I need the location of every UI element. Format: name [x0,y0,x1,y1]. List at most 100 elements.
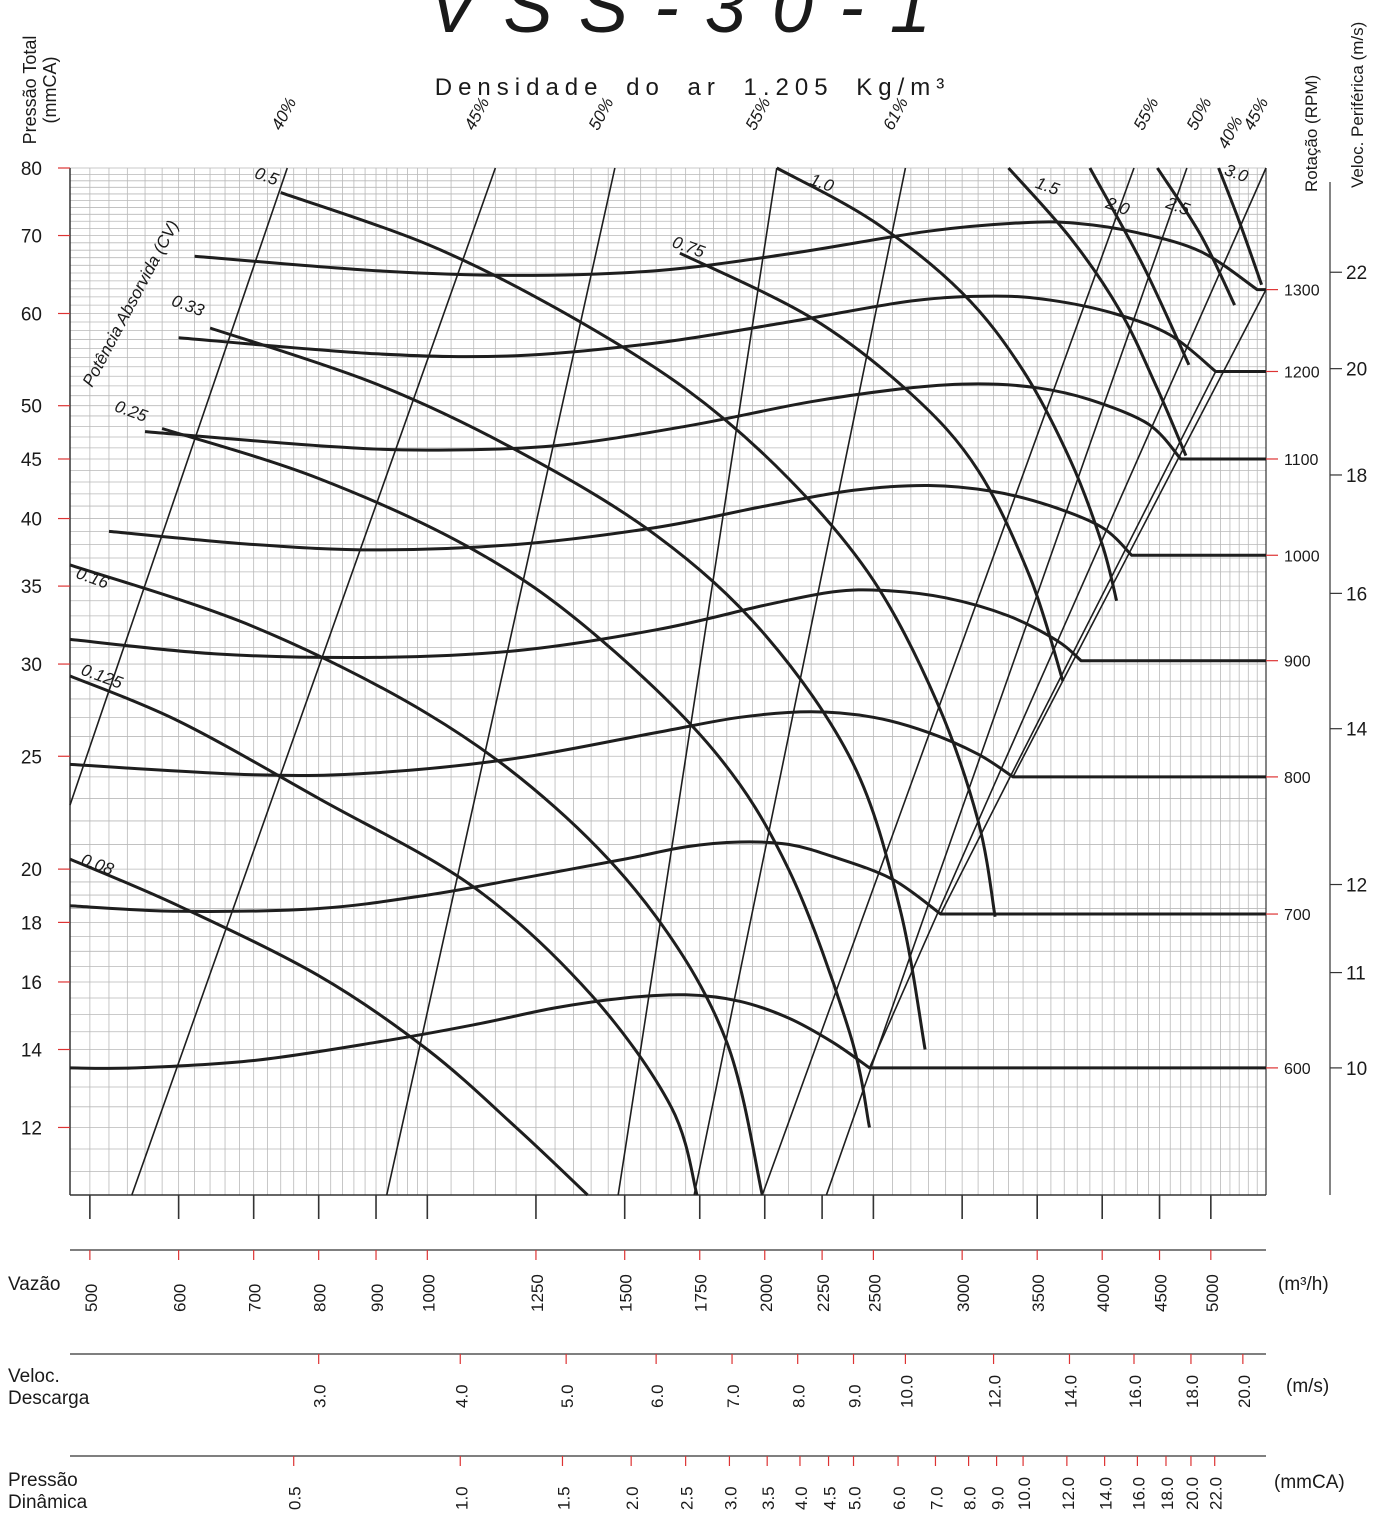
y-tick-label: 18 [21,913,42,934]
dinamica-tick-label: 8.0 [961,1486,980,1510]
periph-tick-label: 16 [1346,584,1367,605]
dinamica-tick-label: 12.0 [1059,1477,1078,1510]
vazao-tick-label: 1250 [528,1274,547,1312]
vazao-tick-label: 3500 [1029,1274,1048,1312]
dinamica-label: Pressão Dinâmica [8,1470,88,1513]
dinamica-tick-label: 3.5 [759,1486,778,1510]
vazao-tick-label: 2500 [865,1274,884,1312]
rotation-curve-600 [69,993,1266,1070]
vazao-tick-label: 500 [82,1284,101,1312]
dinamica-tick-label: 4.5 [821,1486,840,1510]
power-curve-0.16 [69,563,764,1196]
periph-tick-label: 10 [1346,1059,1367,1080]
rpm-tick-label: 1200 [1284,364,1320,381]
efficiency-line-50% [939,371,1217,915]
efficiency-label: 50% [585,94,618,133]
power-curve-1.5 [1007,167,1188,457]
power-curve-0.08 [69,857,589,1197]
descarga-label: Veloc. Descarga [8,1366,90,1409]
vazao-tick-label: 4000 [1094,1274,1113,1312]
periph-tick-label: 12 [1346,876,1367,897]
y-tick-label: 45 [21,450,42,471]
periph-tick-label: 11 [1346,964,1366,985]
descarga-tick-label: 8.0 [790,1384,809,1408]
efficiency-line-61% [693,167,907,1196]
periph-tick-label: 18 [1346,466,1367,487]
rotation-curves [69,220,1266,1070]
dinamica-tick-label: 1.0 [452,1486,471,1510]
rotation-curve-1100 [144,382,1266,461]
dinamica-unit: (mmCA) [1274,1472,1345,1493]
rotation-curve-1000 [108,483,1266,557]
power-label: 0.33 [169,291,207,320]
rpm-tick-label: 1000 [1284,548,1320,565]
descarga-tick-label: 5.0 [558,1384,577,1408]
descarga-tick-label: 20.0 [1235,1375,1254,1408]
efficiency-line-45% [1012,289,1267,778]
dinamica-tick-label: 7.0 [927,1486,946,1510]
vazao-tick-label: 3000 [954,1274,973,1312]
efficiency-line-50% [385,167,616,1196]
efficiency-label: 40% [267,94,300,133]
vazao-tick-label: 2000 [757,1274,776,1312]
descarga-tick-label: 6.0 [648,1384,667,1408]
descarga-unit: (m/s) [1286,1376,1330,1397]
y-tick-label: 16 [21,973,42,994]
efficiency-label: 61% [879,94,912,133]
dinamica-tick-label: 3.0 [721,1486,740,1510]
efficiency-line-55% [617,167,778,1196]
y-tick-label: 25 [21,747,42,768]
periph-tick-label: 22 [1346,263,1367,284]
descarga-tick-label: 10.0 [897,1375,916,1408]
vazao-tick-label: 4500 [1152,1274,1171,1312]
power-label: 0.5 [252,163,281,189]
rotation-curve-800 [69,710,1266,779]
power-curves [69,166,1264,1197]
vazao-tick-label: 800 [311,1284,330,1312]
vazao-tick-label: 5000 [1203,1274,1222,1312]
efficiency-label: 45% [460,94,493,133]
power-curve-2.0 [1088,167,1191,366]
periph-tick-label: 20 [1346,360,1367,381]
efficiency-label: 50% [1183,94,1216,133]
efficiency-line-40% [868,167,1267,1069]
dinamica-tick-label: 22.0 [1207,1477,1226,1510]
dinamica-tick-label: 0.5 [286,1486,305,1510]
dinamica-tick-label: 14.0 [1097,1477,1116,1510]
dinamica-tick-label: 9.0 [989,1486,1008,1510]
y-tick-label: 30 [21,655,42,676]
y-tick-label: 14 [21,1041,43,1062]
rotation-curve-1200 [178,294,1266,373]
rotation-curve-900 [69,588,1266,663]
vazao-tick-label: 1750 [692,1274,711,1312]
vazao-unit: (m³/h) [1278,1274,1329,1295]
power-curve-3.0 [1217,167,1264,286]
rotation-curve-1300 [194,220,1266,292]
descarga-tick-label: 12.0 [986,1375,1005,1408]
rpm-tick-label: 700 [1284,907,1311,924]
dinamica-tick-label: 16.0 [1129,1477,1148,1510]
efficiency-label: 55% [1130,94,1163,133]
descarga-tick-label: 16.0 [1126,1375,1145,1408]
vazao-tick-label: 700 [246,1284,265,1312]
chart-subtitle: Densidade do ar 1.205 Kg/m³ [434,74,951,101]
dinamica-tick-label: 20.0 [1183,1477,1202,1510]
y-tick-label: 80 [21,159,42,180]
descarga-tick-label: 7.0 [724,1384,743,1408]
y-tick-label: 60 [21,304,42,325]
chart-title: VSS-30-1 [428,0,957,48]
rpm-tick-label: 1300 [1284,283,1320,300]
rpm-tick-label: 900 [1284,654,1311,671]
power-curve-1.0 [776,166,1119,602]
efficiency-label: 45% [1240,94,1273,133]
dinamica-tick-label: 6.0 [890,1486,909,1510]
chart-grid [70,167,1266,1195]
descarga-tick-label: 14.0 [1061,1375,1080,1408]
power-curve-0.33 [209,326,927,1050]
y-tick-label: 40 [21,510,42,531]
rpm-tick-label: 600 [1284,1061,1311,1078]
y-tick-label: 20 [21,860,42,881]
rpm-tick-label: 1100 [1284,452,1319,469]
